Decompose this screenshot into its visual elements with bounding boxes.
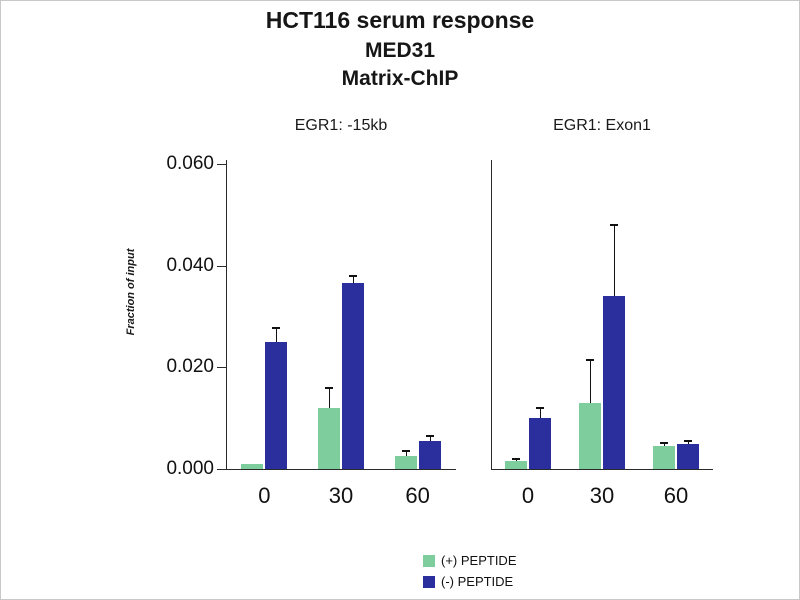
x-tick-label: 0	[258, 483, 271, 508]
error-bar	[539, 408, 541, 418]
y-axis-line	[491, 160, 492, 470]
x-axis-line	[491, 469, 713, 470]
error-bar-cap	[610, 224, 618, 226]
chart-title-method: Matrix-ChIP	[341, 67, 459, 90]
y-axis-line	[226, 160, 227, 470]
panel-egr1-exon1: 0 30 60	[491, 160, 713, 508]
bar-minus-peptide	[419, 441, 441, 469]
error-bar-cap	[684, 440, 692, 442]
y-axis-title: Fraction of input	[125, 248, 137, 336]
error-bar	[613, 225, 615, 296]
legend-item-plus-peptide: (+) PEPTIDE	[423, 550, 517, 571]
error-bar-cap	[272, 327, 280, 329]
error-bar-cap	[402, 450, 410, 452]
panel-title-egr1-15kb: EGR1: -15kb	[294, 117, 388, 134]
error-bar	[275, 328, 277, 342]
error-bar	[405, 451, 407, 456]
x-tick-label: 30	[328, 483, 354, 508]
error-bar	[589, 360, 591, 403]
bar-minus-peptide	[265, 342, 287, 469]
bar-plus-peptide	[318, 408, 340, 469]
y-tick-label: 0.000	[166, 458, 214, 479]
chart-title-gene: MED31	[364, 39, 436, 62]
bar-plus-peptide	[395, 456, 417, 469]
y-tick-label: 0.020	[166, 356, 214, 378]
error-bar-cap	[660, 442, 668, 444]
error-bar-cap	[349, 275, 357, 277]
y-tick-label: 0.060	[166, 153, 214, 174]
x-tick-label: 0	[521, 483, 535, 508]
legend-item-minus-peptide: (-) PEPTIDE	[423, 571, 517, 592]
panel-egr1-15kb: 0 30 60	[226, 160, 456, 508]
error-bar	[429, 436, 431, 441]
y-tick-mark	[217, 367, 226, 368]
x-tick-label: 60	[405, 483, 430, 508]
x-tick-label: 30	[589, 483, 615, 508]
bar-plus-peptide	[241, 464, 263, 469]
bar-plus-peptide	[579, 403, 601, 469]
legend-swatch-minus-peptide	[423, 575, 435, 588]
error-bar	[663, 443, 665, 446]
error-bar	[328, 388, 330, 408]
legend-swatch-plus-peptide	[423, 554, 435, 567]
error-bar	[515, 459, 517, 461]
error-bar-cap	[512, 458, 520, 460]
bar-minus-peptide	[603, 296, 625, 469]
error-bar	[687, 441, 689, 444]
y-tick-mark	[217, 469, 226, 470]
legend-label-minus-peptide: (-) PEPTIDE	[441, 574, 514, 589]
error-bar	[352, 276, 354, 283]
error-bar-cap	[426, 435, 434, 437]
error-bar-cap	[325, 387, 333, 389]
bar-minus-peptide	[529, 418, 551, 469]
chart-title: HCT116 serum response	[265, 7, 535, 33]
y-tick-mark	[217, 164, 226, 165]
x-tick-label: 60	[663, 483, 689, 508]
error-bar-cap	[536, 407, 544, 409]
bar-plus-peptide	[505, 461, 527, 469]
legend-label-plus-peptide: (+) PEPTIDE	[441, 553, 517, 568]
error-bar-cap	[586, 359, 594, 361]
bar-plus-peptide	[653, 446, 675, 469]
panel-title-egr1-exon1: EGR1: Exon1	[553, 117, 651, 134]
bar-minus-peptide	[342, 283, 364, 469]
x-axis-line	[226, 469, 456, 470]
y-tick-mark	[217, 266, 226, 267]
y-tick-label: 0.040	[166, 254, 214, 276]
bar-minus-peptide	[677, 444, 699, 469]
legend: (+) PEPTIDE (-) PEPTIDE	[423, 550, 517, 592]
